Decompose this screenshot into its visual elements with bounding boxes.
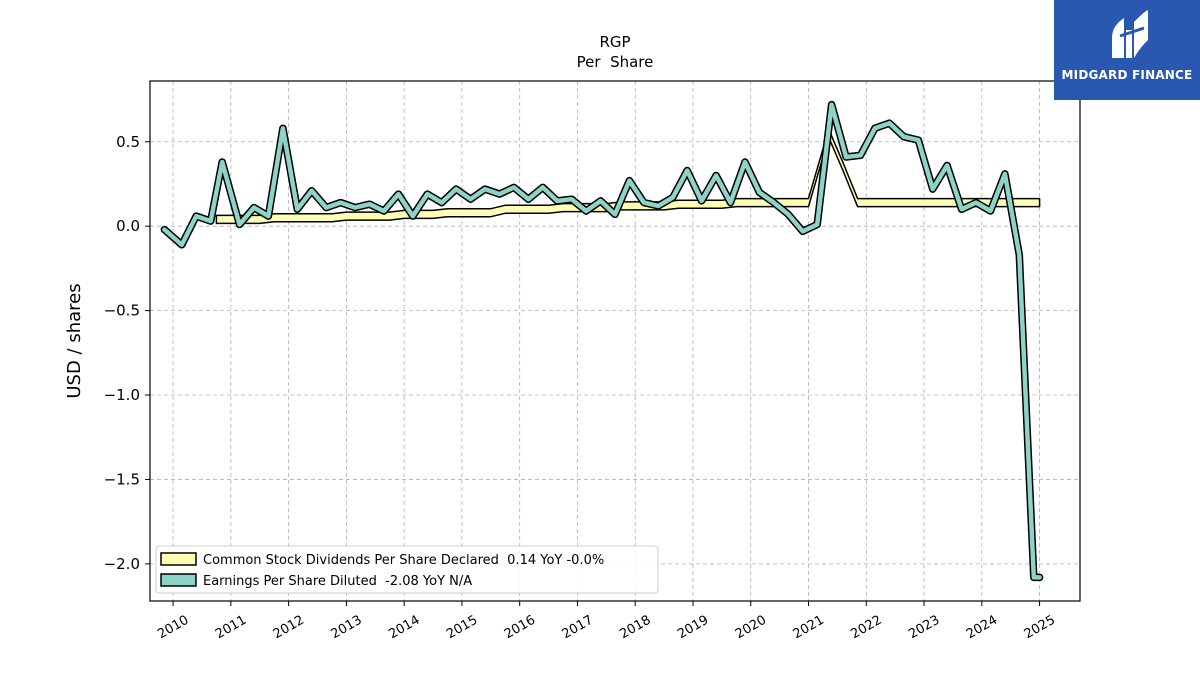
chart-title: RGP — [599, 33, 630, 51]
x-tick-label: 2017 — [560, 613, 596, 643]
y-tick-label: −0.5 — [104, 302, 140, 320]
x-tick-label: 2012 — [271, 613, 307, 643]
legend: Common Stock Dividends Per Share Declare… — [155, 545, 659, 594]
x-tick-label: 2019 — [675, 613, 711, 643]
y-tick-label: 0.5 — [116, 133, 140, 151]
y-tick-label: −1.5 — [104, 470, 140, 488]
x-tick-label: 2013 — [329, 613, 365, 643]
x-tick-label: 2010 — [155, 613, 191, 643]
grid-lines — [150, 81, 1080, 601]
x-tick-label: 2011 — [213, 613, 249, 643]
x-tick-label: 2024 — [964, 613, 1000, 643]
x-tick-label: 2021 — [791, 613, 827, 643]
x-tick-label: 2020 — [733, 613, 769, 643]
x-tick-label: 2022 — [848, 613, 884, 643]
plot-frame — [149, 80, 1081, 602]
legend-label-dividends: Common Stock Dividends Per Share Declare… — [203, 553, 604, 568]
y-axis-label: USD / shares — [64, 283, 85, 398]
legend-box — [155, 545, 659, 594]
y-tick-label: −1.0 — [104, 386, 140, 404]
series-dividends-band — [215, 128, 1041, 225]
brand-name: MIDGARD FINANCE — [1061, 68, 1193, 82]
brand-logo: MIDGARD FINANCE — [1054, 0, 1200, 100]
y-tick-label: −2.0 — [104, 555, 140, 573]
x-tick-label: 2014 — [386, 613, 422, 643]
x-tick-label: 2016 — [502, 613, 538, 643]
y-tick-label: 0.0 — [116, 217, 140, 235]
x-tick-label: 2025 — [1022, 613, 1058, 643]
x-tick-label: 2018 — [617, 613, 653, 643]
series-lines — [160, 100, 1044, 582]
legend-swatch-dividends — [160, 552, 197, 566]
legend-swatch-eps — [160, 573, 197, 587]
series-eps-outline — [160, 100, 1044, 582]
midgard-logo-icon — [1112, 10, 1148, 58]
x-tick-label: 2023 — [906, 613, 942, 643]
chart-subtitle: Per Share — [577, 53, 654, 71]
series-eps-line — [162, 102, 1042, 580]
x-tick-label: 2015 — [444, 613, 480, 643]
legend-label-eps: Earnings Per Share Diluted -2.08 YoY N/A — [203, 574, 472, 589]
